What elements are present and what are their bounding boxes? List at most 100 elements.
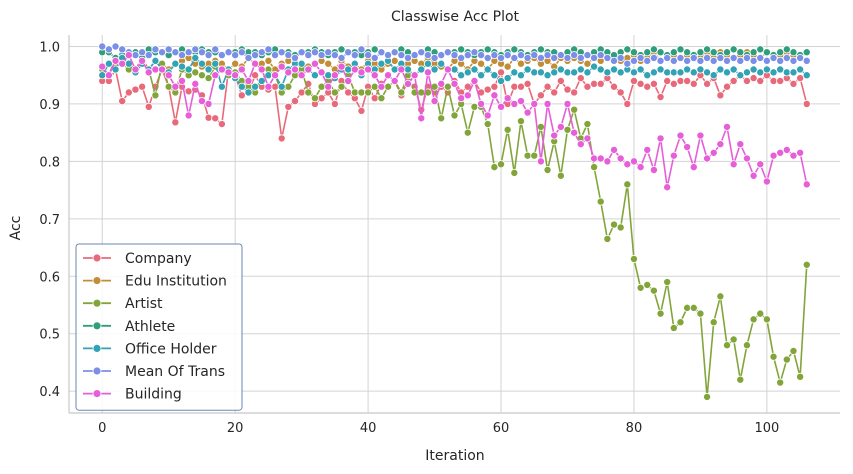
data-point (104, 71, 113, 80)
data-point (603, 53, 612, 62)
data-point (709, 318, 718, 327)
data-point (516, 71, 525, 80)
data-point (251, 82, 260, 91)
data-point (443, 65, 452, 74)
data-point (656, 134, 665, 143)
data-point (736, 375, 745, 384)
data-point (277, 48, 286, 57)
data-point (629, 68, 638, 77)
data-point (656, 309, 665, 318)
data-point (350, 51, 359, 60)
data-point (177, 76, 186, 85)
series-layer (98, 42, 811, 401)
data-point (596, 197, 605, 206)
data-point (623, 160, 632, 169)
data-point (384, 71, 393, 80)
data-point (177, 51, 186, 60)
legend-item: Athlete (83, 319, 175, 335)
data-point (98, 42, 107, 51)
data-point (244, 53, 253, 62)
data-point (151, 91, 160, 100)
legend-swatch-marker (92, 276, 102, 286)
data-point (782, 53, 791, 62)
data-point (211, 71, 220, 80)
data-point (271, 71, 280, 80)
data-point (324, 82, 333, 91)
data-point (430, 53, 439, 62)
data-point (397, 51, 406, 60)
data-point (523, 79, 532, 88)
data-point (264, 71, 273, 80)
data-point (310, 59, 319, 68)
data-point (689, 303, 698, 312)
data-point (776, 48, 785, 57)
data-point (530, 99, 539, 108)
data-point (556, 171, 565, 180)
data-point (749, 74, 758, 83)
data-point (503, 125, 512, 134)
x-tick-label: 100 (754, 421, 779, 436)
data-point (636, 53, 645, 62)
data-point (384, 82, 393, 91)
data-point (749, 315, 758, 324)
data-point (477, 99, 486, 108)
data-point (543, 51, 552, 60)
data-point (118, 59, 127, 68)
data-point (590, 62, 599, 71)
series-building (98, 51, 811, 192)
legend-item: Office Holder (83, 341, 217, 357)
data-point (689, 53, 698, 62)
data-point (138, 48, 147, 57)
data-point (111, 42, 120, 51)
data-point (483, 85, 492, 94)
data-point (516, 51, 525, 60)
data-point (550, 131, 559, 140)
data-point (629, 255, 638, 264)
data-point (610, 56, 619, 65)
data-point (510, 99, 519, 108)
data-point (410, 71, 419, 80)
data-point (543, 99, 552, 108)
data-point (470, 102, 479, 111)
data-point (616, 88, 625, 97)
data-point (523, 53, 532, 62)
data-point (417, 88, 426, 97)
data-point (457, 45, 466, 54)
data-point (769, 76, 778, 85)
data-point (610, 145, 619, 154)
data-point (603, 234, 612, 243)
legend-box (75, 243, 243, 411)
data-point (457, 71, 466, 80)
y-axis-label: Acc (8, 216, 24, 241)
data-point (510, 168, 519, 177)
data-point (390, 65, 399, 74)
data-point (344, 65, 353, 74)
data-point (330, 71, 339, 80)
data-point (410, 51, 419, 60)
data-point (370, 71, 379, 80)
data-point (450, 65, 459, 74)
data-point (796, 148, 805, 157)
data-point (244, 88, 253, 97)
data-point (703, 392, 712, 401)
y-tick-label: 0.9 (39, 98, 60, 113)
data-point (197, 59, 206, 68)
data-point (104, 45, 113, 54)
data-point (423, 51, 432, 60)
data-point (649, 68, 658, 77)
data-point (118, 97, 127, 106)
data-point (676, 53, 685, 62)
data-point (583, 134, 592, 143)
data-point (676, 76, 685, 85)
x-tick-label: 80 (626, 421, 643, 436)
data-point (497, 68, 506, 77)
data-point (437, 79, 446, 88)
data-point (583, 51, 592, 60)
data-point (310, 94, 319, 103)
data-point (171, 82, 180, 91)
data-point (696, 48, 705, 57)
data-point (550, 88, 559, 97)
data-point (610, 82, 619, 91)
data-point (742, 76, 751, 85)
data-point (124, 88, 133, 97)
